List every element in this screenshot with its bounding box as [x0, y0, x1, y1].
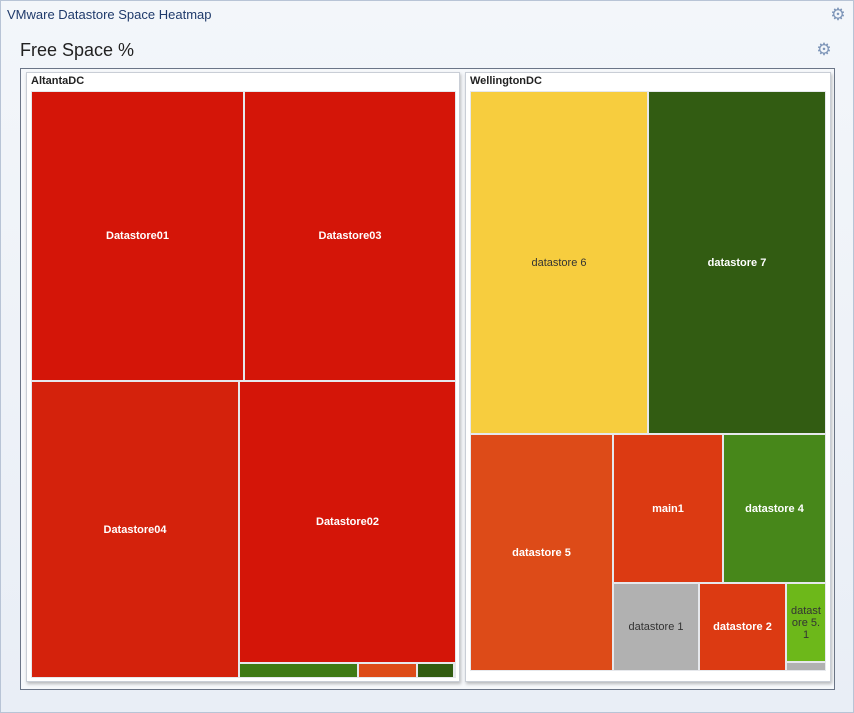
tile-label: Datastore04 — [103, 523, 167, 536]
gear-icon[interactable]: ⚙ — [830, 4, 846, 25]
tile-small-dark-green[interactable] — [417, 663, 454, 678]
tile-datastore02[interactable]: Datastore02 — [239, 381, 456, 663]
window-title: VMware Datastore Space Heatmap — [7, 7, 212, 22]
tile-label: datastore 7 — [707, 256, 767, 269]
tile-label: main1 — [652, 502, 684, 515]
tile-small-green[interactable] — [239, 663, 358, 678]
gear-icon[interactable]: ⚙ — [816, 39, 832, 60]
tile-label: Datastore01 — [106, 230, 169, 242]
tile-datastore-1[interactable]: datastore 1 — [613, 583, 699, 671]
tile-datastore-2[interactable]: datastore 2 — [699, 583, 786, 671]
tile-label: datastore 6 — [531, 256, 587, 269]
tile-datastore-5-1[interactable]: datastore 5.1 — [786, 583, 826, 662]
tile-label: datastore 5.1 — [791, 604, 821, 641]
tile-label: datastore 1 — [628, 621, 684, 633]
tile-datastore04[interactable]: Datastore04 — [31, 381, 239, 678]
tile-main1[interactable]: main1 — [613, 434, 723, 583]
group-label: WellingtonDC — [470, 75, 542, 87]
group-wellingtondc: WellingtonDC datastore 6 datastore 7 dat… — [465, 72, 831, 682]
tile-datastore-4[interactable]: datastore 4 — [723, 434, 826, 583]
tile-label: datastore 2 — [713, 621, 772, 633]
tile-label: Datastore02 — [316, 516, 379, 528]
tile-small-gray[interactable] — [786, 662, 826, 671]
tile-datastore-6[interactable]: datastore 6 — [470, 91, 648, 434]
group-label: AltantaDC — [31, 75, 85, 87]
group-altantadc: AltantaDC Datastore01 Datastore03 Datast… — [26, 72, 460, 682]
tile-label: datastore 4 — [745, 502, 804, 515]
tile-label: datastore 5 — [512, 546, 571, 559]
tile-label: Datastore03 — [318, 230, 382, 242]
tile-small-gray[interactable] — [454, 663, 456, 678]
tile-datastore03[interactable]: Datastore03 — [244, 91, 456, 381]
panel-title: Free Space % — [20, 40, 135, 60]
tile-datastore-7[interactable]: datastore 7 — [648, 91, 826, 434]
tile-datastore01[interactable]: Datastore01 — [31, 91, 244, 381]
tile-small-orange[interactable] — [358, 663, 417, 678]
heatmap-area: AltantaDC Datastore01 Datastore03 Datast… — [20, 68, 835, 690]
tile-datastore-5[interactable]: datastore 5 — [470, 434, 613, 671]
